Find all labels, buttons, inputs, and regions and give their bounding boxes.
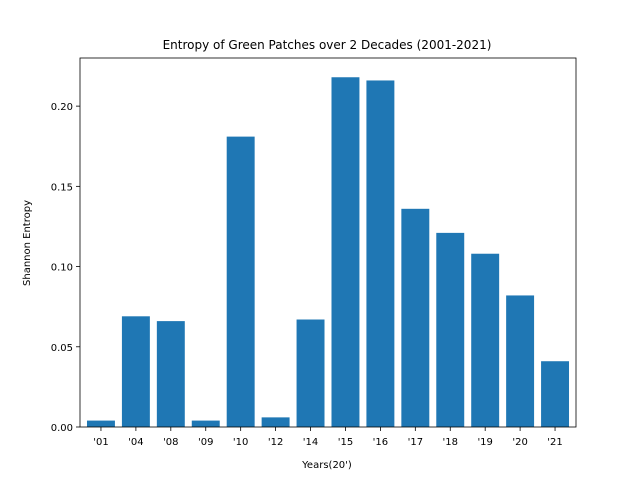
bar-14 <box>296 319 325 427</box>
plot-area-frame <box>79 57 577 428</box>
bar-21 <box>541 361 570 427</box>
y-tick-label: 0.10 <box>51 263 73 274</box>
x-tick-label: '17 <box>408 437 423 448</box>
x-axis-label: Years(20') <box>301 460 352 471</box>
bar-04 <box>121 316 150 427</box>
bars-group <box>86 77 570 428</box>
x-tick-label: '04 <box>128 437 143 448</box>
x-tick-label: '18 <box>443 437 458 448</box>
x-tick-label: '12 <box>268 437 283 448</box>
bar-12 <box>261 417 290 427</box>
x-tick-label: '21 <box>547 437 562 448</box>
bar-18 <box>436 232 465 427</box>
x-tick-label: '10 <box>233 437 248 448</box>
bar-09 <box>191 420 220 427</box>
y-axis-label: Shannon Entropy <box>22 200 33 286</box>
bar-20 <box>506 295 535 427</box>
bar-10 <box>226 136 255 427</box>
x-tick-label: '01 <box>93 437 108 448</box>
y-tick-label: 0.20 <box>51 102 73 113</box>
y-tick-label: 0.00 <box>51 423 73 434</box>
x-tick-label: '09 <box>198 437 213 448</box>
x-tick-label: '15 <box>338 437 353 448</box>
x-tick-label: '20 <box>512 437 527 448</box>
bar-08 <box>156 321 185 427</box>
chart-title: Entropy of Green Patches over 2 Decades … <box>163 38 492 52</box>
x-tick-label: '08 <box>163 437 178 448</box>
y-tick-label: 0.05 <box>51 343 73 354</box>
bar-15 <box>331 77 360 428</box>
x-tick-label: '14 <box>303 437 318 448</box>
y-axis: 0.00 0.05 0.10 0.15 0.20 <box>51 102 80 434</box>
x-axis: '01 '04 '08 '09 '10 '12 '14 '15 '16 '17 '18 '19 '20 '… <box>93 427 563 448</box>
bar-01 <box>86 420 115 427</box>
bar-19 <box>471 253 500 427</box>
x-tick-label: '19 <box>477 437 492 448</box>
x-tick-label: '16 <box>373 437 388 448</box>
bar-16 <box>366 80 395 427</box>
y-tick-label: 0.15 <box>51 182 73 193</box>
bar-17 <box>401 208 430 427</box>
